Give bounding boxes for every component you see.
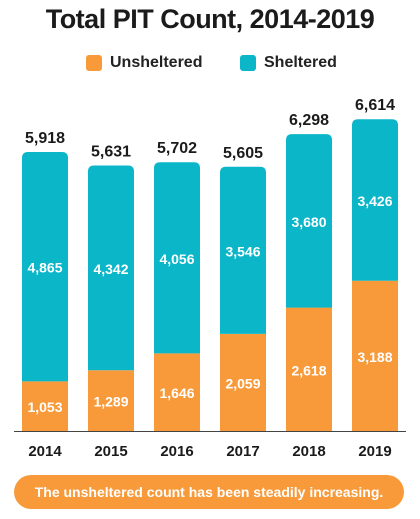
legend-swatch-sheltered — [240, 55, 256, 71]
total-label-2017: 5,605 — [223, 145, 263, 162]
annotation-text: The unsheltered count has been steadily … — [34, 484, 384, 500]
total-label-2014: 5,918 — [25, 130, 65, 147]
legend-item-unsheltered: Unsheltered — [86, 52, 202, 74]
total-label-2018: 6,298 — [289, 112, 329, 129]
data-label-sheltered-2015: 4,342 — [93, 261, 128, 277]
data-label-sheltered-2018: 3,680 — [291, 214, 326, 230]
data-label-unsheltered-2018: 2,618 — [291, 362, 326, 378]
legend-label-unsheltered: Unsheltered — [110, 54, 203, 71]
x-tick-label-2016: 2016 — [160, 443, 193, 460]
legend-swatch-unsheltered — [86, 55, 102, 71]
legend-item-sheltered: Sheltered — [240, 52, 337, 74]
bar-sheltered-2015 — [88, 165, 134, 371]
chart-legend: Unsheltered Sheltered — [0, 52, 420, 74]
x-tick-label-2014: 2014 — [28, 443, 62, 460]
bar-sheltered-2019 — [352, 119, 398, 281]
data-label-sheltered-2016: 4,056 — [159, 251, 194, 267]
data-label-unsheltered-2015: 1,289 — [93, 394, 128, 410]
data-label-sheltered-2017: 3,546 — [225, 243, 260, 259]
data-label-unsheltered-2014: 1,053 — [27, 399, 62, 415]
bar-unsheltered-2019 — [352, 280, 398, 431]
x-tick-label-2018: 2018 — [292, 443, 325, 460]
x-tick-label-2015: 2015 — [94, 443, 127, 460]
data-label-unsheltered-2019: 3,188 — [357, 349, 392, 365]
annotation-banner: The unsheltered count has been steadily … — [14, 475, 404, 509]
legend-label-sheltered: Sheltered — [264, 54, 337, 71]
data-label-unsheltered-2016: 1,646 — [159, 385, 194, 401]
total-label-2019: 6,614 — [355, 97, 395, 114]
chart-title: Total PIT Count, 2014-2019 — [45, 4, 375, 34]
bar-unsheltered-2016 — [154, 353, 200, 431]
bar-sheltered-2014 — [22, 152, 68, 382]
bar-sheltered-2016 — [154, 162, 200, 354]
x-tick-label-2017: 2017 — [226, 443, 259, 460]
data-label-sheltered-2014: 4,865 — [27, 260, 62, 276]
data-label-sheltered-2019: 3,426 — [357, 193, 392, 209]
bar-unsheltered-2018 — [286, 307, 332, 431]
data-label-unsheltered-2017: 2,059 — [225, 375, 260, 391]
bar-unsheltered-2014 — [22, 381, 68, 431]
bar-sheltered-2017 — [220, 166, 266, 334]
bar-unsheltered-2015 — [88, 370, 134, 431]
x-tick-label-2019: 2019 — [358, 443, 391, 460]
total-label-2016: 5,702 — [157, 140, 197, 157]
total-label-2015: 5,631 — [91, 144, 131, 161]
bar-unsheltered-2017 — [220, 333, 266, 431]
bar-sheltered-2018 — [286, 134, 332, 308]
